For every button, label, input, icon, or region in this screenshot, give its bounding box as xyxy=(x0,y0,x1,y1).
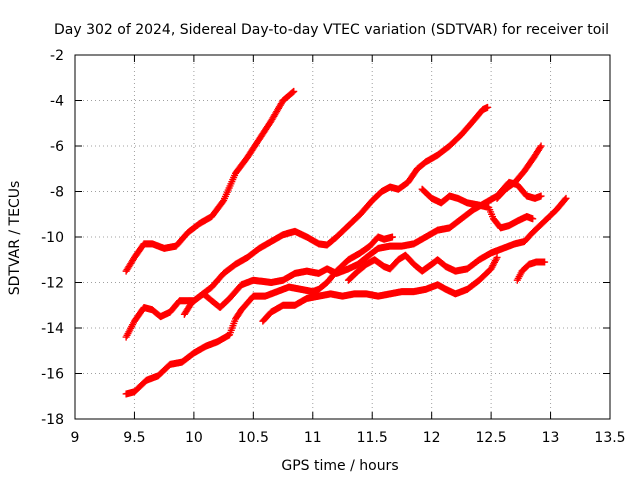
data-point xyxy=(289,88,297,96)
x-tick-label: 13 xyxy=(542,430,560,446)
data-point xyxy=(536,143,544,151)
x-tick-label: 9 xyxy=(71,430,80,446)
x-axis-ticks: 9 9.5 10 10.5 11 11.5 12 12.5 13 13.5 xyxy=(71,55,626,446)
x-tick-label: 12.5 xyxy=(476,430,507,446)
y-axis-ticks: -2 -4 -6 -8 -10 -12 -14 -16 -18 xyxy=(41,48,610,428)
x-tick-label: 10.5 xyxy=(238,430,269,446)
data-point xyxy=(290,87,298,95)
series-track-5 xyxy=(259,253,501,325)
y-tick-label: -2 xyxy=(50,48,64,64)
y-tick-label: -10 xyxy=(41,230,64,246)
series-track-3 xyxy=(122,233,396,398)
y-tick-label: -8 xyxy=(50,185,64,201)
series-track-9 xyxy=(513,258,549,284)
series-track-1 xyxy=(122,87,298,275)
y-tick-label: -16 xyxy=(41,367,64,383)
x-tick-label: 10 xyxy=(185,430,203,446)
chart-title: Day 302 of 2024, Sidereal Day-to-day VTE… xyxy=(54,22,609,38)
series-track-6 xyxy=(344,194,570,284)
series-track-8 xyxy=(493,142,545,202)
x-axis-label: GPS time / hours xyxy=(281,458,398,474)
y-tick-label: -12 xyxy=(41,276,64,292)
series-track-7 xyxy=(418,185,537,232)
y-tick-label: -18 xyxy=(41,412,64,428)
data-point xyxy=(537,192,545,200)
x-tick-label: 11.5 xyxy=(357,430,388,446)
x-tick-label: 13.5 xyxy=(594,430,625,446)
x-tick-label: 9.5 xyxy=(123,430,145,446)
data-point xyxy=(561,195,569,203)
series-track-4 xyxy=(180,103,492,318)
x-tick-label: 11 xyxy=(304,430,322,446)
data-point xyxy=(492,255,500,263)
data-series xyxy=(122,87,570,398)
y-tick-label: -14 xyxy=(41,321,64,337)
y-axis-label: SDTVAR / TECUs xyxy=(7,181,23,296)
data-point xyxy=(562,194,570,202)
grid-lines xyxy=(75,55,610,419)
y-tick-label: -6 xyxy=(50,139,64,155)
y-tick-label: -4 xyxy=(50,94,64,110)
data-point xyxy=(537,142,545,150)
data-point xyxy=(529,215,537,223)
data-point xyxy=(388,233,396,241)
x-tick-label: 12 xyxy=(423,430,441,446)
data-point xyxy=(484,103,492,111)
data-point xyxy=(541,258,549,266)
data-point xyxy=(493,253,501,261)
